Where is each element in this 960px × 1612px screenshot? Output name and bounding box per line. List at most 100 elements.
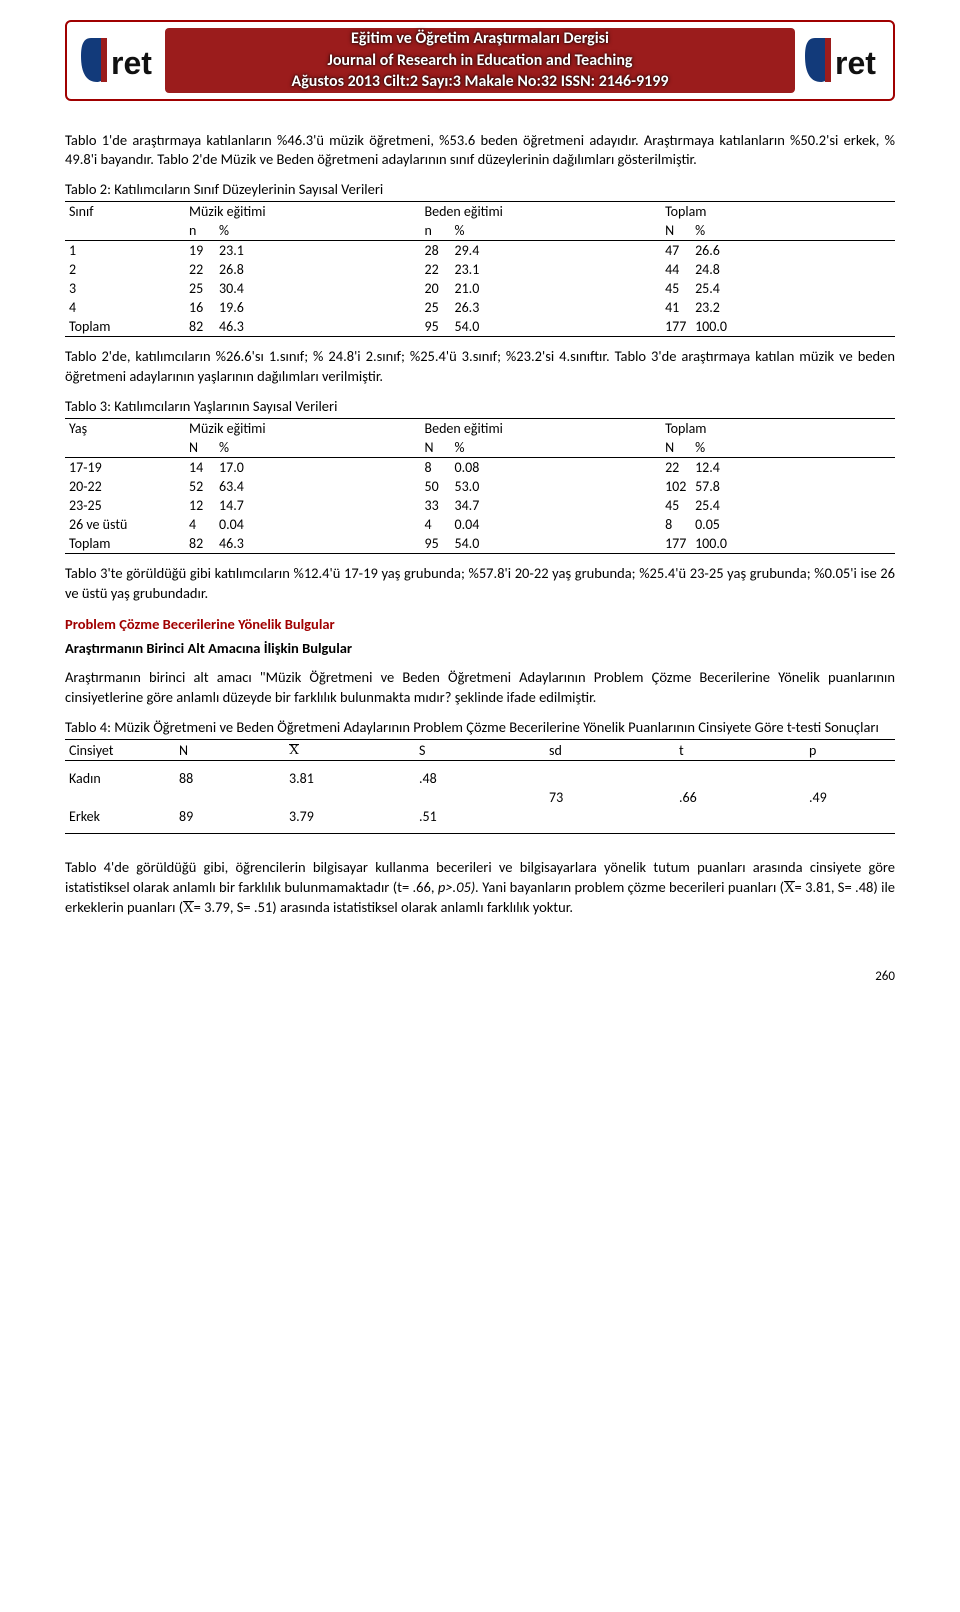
t3-sub-p2: % bbox=[454, 439, 500, 456]
row-muzik: 1923.1 bbox=[185, 241, 420, 261]
row-label: Toplam bbox=[65, 317, 185, 337]
heading-black-sub1: Araştırmanın Birinci Alt Amacına İlişkin… bbox=[65, 639, 895, 659]
row-toplam: 4123.2 bbox=[661, 298, 895, 317]
row-toplam: 2212.4 bbox=[661, 458, 895, 478]
p5-x2: X bbox=[183, 900, 193, 916]
paragraph-t4-desc: Tablo 4'de görüldüğü gibi, öğrencilerin … bbox=[65, 858, 895, 919]
t3-sub-N3: N bbox=[665, 439, 695, 456]
t4-S: .48 bbox=[415, 769, 545, 788]
row-muzik: 8246.3 bbox=[185, 317, 420, 337]
table-row: 41619.62526.34123.2 bbox=[65, 298, 895, 317]
row-beden: 2829.4 bbox=[420, 241, 661, 261]
t3-sub-p1: % bbox=[219, 439, 265, 456]
t3-sub-N2: N bbox=[424, 439, 454, 456]
t4-lab: Erkek bbox=[65, 807, 175, 826]
t4-N bbox=[175, 788, 285, 807]
row-label: 4 bbox=[65, 298, 185, 317]
table-row: 17-191417.080.082212.4 bbox=[65, 458, 895, 478]
table-row: Toplam8246.39554.0177100.0 bbox=[65, 317, 895, 337]
t4-S bbox=[415, 788, 545, 807]
t2-h-c3: Beden eğitimi bbox=[420, 202, 661, 222]
table3-caption: Tablo 3: Katılımcıların Yaşlarının Sayıs… bbox=[65, 397, 895, 417]
t4-N: 89 bbox=[175, 807, 285, 826]
row-label: 26 ve üstü bbox=[65, 515, 185, 534]
table-row: 32530.42021.04525.4 bbox=[65, 279, 895, 298]
t4-sd bbox=[545, 769, 675, 788]
t3-h-c1: Yaş bbox=[65, 419, 185, 439]
heading-red-findings: Problem Çözme Becerilerine Yönelik Bulgu… bbox=[65, 615, 895, 635]
row-label: 20-22 bbox=[65, 477, 185, 496]
table-row: Erkek893.79.51 bbox=[65, 807, 895, 826]
t4-lab: Kadın bbox=[65, 769, 175, 788]
p5-e: = 3.79, S= .51) arasında istatistiksel o… bbox=[194, 898, 573, 916]
journal-logo-right: ret bbox=[801, 32, 883, 88]
row-beden: 2526.3 bbox=[420, 298, 661, 317]
row-beden: 9554.0 bbox=[420, 317, 661, 337]
t4-p bbox=[805, 769, 895, 788]
table4-caption: Tablo 4: Müzik Öğretmeni ve Beden Öğretm… bbox=[65, 718, 895, 738]
paragraph-t3-desc: Tablo 3'te görüldüğü gibi katılımcıların… bbox=[65, 564, 895, 603]
paragraph-t2-desc: Tablo 2'de, katılımcıların %26.6'sı 1.sı… bbox=[65, 347, 895, 386]
t4-p bbox=[805, 807, 895, 826]
svg-text:ret: ret bbox=[111, 45, 152, 81]
t4-h-c2: N bbox=[175, 740, 285, 761]
p5-x1: X bbox=[784, 880, 794, 896]
table2: Sınıf Müzik eğitimi Beden eğitimi Toplam… bbox=[65, 201, 895, 337]
t4-h-c5: sd bbox=[545, 740, 675, 761]
row-toplam: 4525.4 bbox=[661, 496, 895, 515]
page-number: 260 bbox=[65, 969, 895, 984]
row-toplam: 177100.0 bbox=[661, 534, 895, 554]
row-muzik: 8246.3 bbox=[185, 534, 420, 554]
p5-b: p>.05). bbox=[438, 878, 479, 896]
row-beden: 5053.0 bbox=[420, 477, 661, 496]
table4: Cinsiyet N X S sd t p Kadın883.81.4873.6… bbox=[65, 739, 895, 834]
row-label: 1 bbox=[65, 241, 185, 261]
row-beden: 2223.1 bbox=[420, 260, 661, 279]
t4-X: 3.81 bbox=[285, 769, 415, 788]
row-muzik: 1619.6 bbox=[185, 298, 420, 317]
t4-h-c6: t bbox=[675, 740, 805, 761]
t2-h-c2: Müzik eğitimi bbox=[185, 202, 420, 222]
t2-sub-N: N bbox=[665, 222, 695, 239]
t4-X bbox=[285, 788, 415, 807]
table-row: Kadın883.81.48 bbox=[65, 769, 895, 788]
row-muzik: 2226.8 bbox=[185, 260, 420, 279]
row-label: 17-19 bbox=[65, 458, 185, 478]
t4-h-c1: Cinsiyet bbox=[65, 740, 175, 761]
t2-sub-p2: % bbox=[454, 222, 500, 239]
t3-sub-N1: N bbox=[189, 439, 219, 456]
row-muzik: 40.04 bbox=[185, 515, 420, 534]
p5-c: Yani bayanların problem çözme becerileri… bbox=[479, 878, 784, 896]
t4-X: 3.79 bbox=[285, 807, 415, 826]
table-row: 26 ve üstü40.0440.0480.05 bbox=[65, 515, 895, 534]
table-row: 20-225263.45053.010257.8 bbox=[65, 477, 895, 496]
header-line-2: Journal of Research in Education and Tea… bbox=[159, 50, 801, 72]
t4-lab bbox=[65, 788, 175, 807]
t4-p: .49 bbox=[805, 788, 895, 807]
t4-h-c4: S bbox=[415, 740, 545, 761]
t4-h-c7: p bbox=[805, 740, 895, 761]
t4-S: .51 bbox=[415, 807, 545, 826]
t2-sub-n2: n bbox=[424, 222, 454, 239]
t2-sub-p1: % bbox=[219, 222, 265, 239]
table-row: 23-251214.73334.74525.4 bbox=[65, 496, 895, 515]
t3-h-c2: Müzik eğitimi bbox=[185, 419, 420, 439]
row-beden: 40.04 bbox=[420, 515, 661, 534]
header-line-3: Ağustos 2013 Cilt:2 Sayı:3 Makale No:32 … bbox=[159, 71, 801, 93]
t2-h-c1: Sınıf bbox=[65, 202, 185, 222]
row-muzik: 2530.4 bbox=[185, 279, 420, 298]
journal-logo-left: ret bbox=[77, 32, 159, 88]
t3-h-c3: Beden eğitimi bbox=[420, 419, 661, 439]
t3-h-c4: Toplam bbox=[661, 419, 895, 439]
row-label: 3 bbox=[65, 279, 185, 298]
journal-header: ret Eğitim ve Öğretim Araştırmaları Derg… bbox=[65, 20, 895, 101]
header-line-1: Eğitim ve Öğretim Araştırmaları Dergisi bbox=[159, 28, 801, 50]
t4-t bbox=[675, 769, 805, 788]
row-toplam: 10257.8 bbox=[661, 477, 895, 496]
row-muzik: 1214.7 bbox=[185, 496, 420, 515]
table3: Yaş Müzik eğitimi Beden eğitimi Toplam N… bbox=[65, 418, 895, 554]
row-muzik: 5263.4 bbox=[185, 477, 420, 496]
row-beden: 3334.7 bbox=[420, 496, 661, 515]
svg-text:ret: ret bbox=[835, 45, 876, 81]
row-toplam: 80.05 bbox=[661, 515, 895, 534]
